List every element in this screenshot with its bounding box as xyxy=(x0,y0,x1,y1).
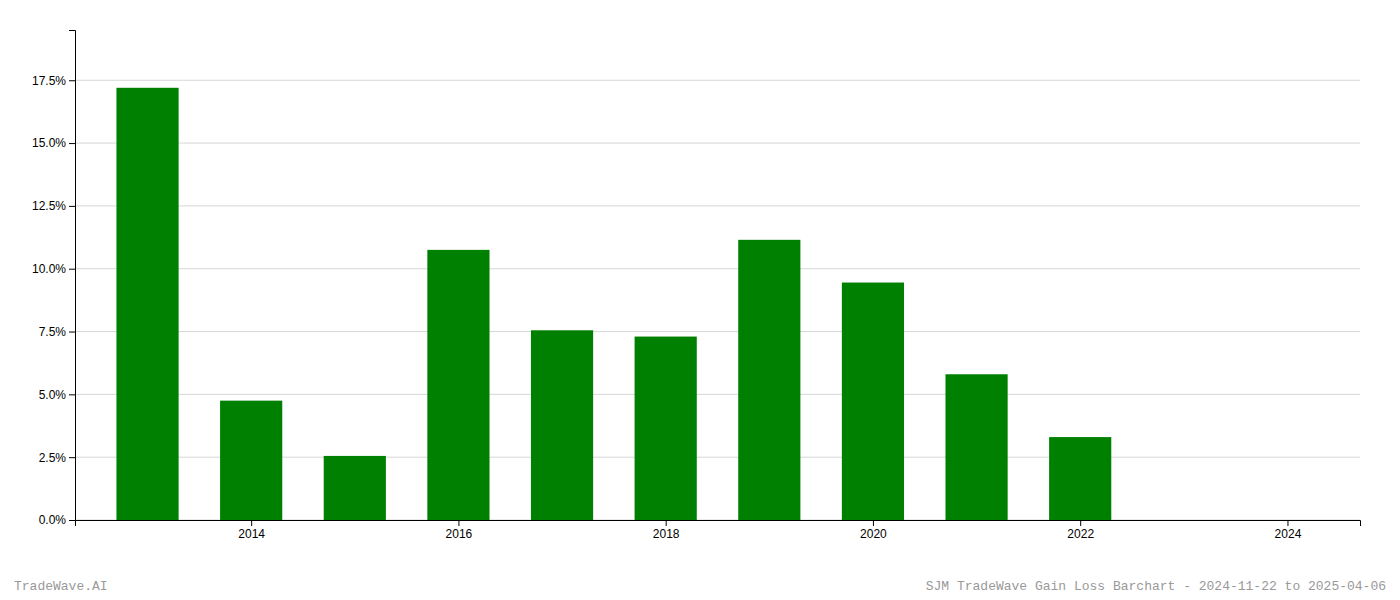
x-tick-mark xyxy=(458,520,459,526)
x-tick: 2020 xyxy=(860,520,887,541)
x-tick-mark xyxy=(1080,520,1081,526)
y-tick-mark xyxy=(69,269,75,270)
x-tick: 2024 xyxy=(1275,520,1302,541)
bar xyxy=(116,88,178,520)
x-tick: 2022 xyxy=(1067,520,1094,541)
x-tick-label: 2016 xyxy=(446,527,473,541)
y-tick-mark xyxy=(69,520,75,521)
x-tick-mark xyxy=(873,520,874,526)
plot: 0.0% 2.5% 5.0% 7.5% 10.0% 12.5% 15.0% 17.5% 2014… xyxy=(32,31,1361,541)
y-tick-label: 17.5% xyxy=(32,74,66,88)
grid xyxy=(75,80,1360,520)
y-tick: 2.5% xyxy=(39,451,75,465)
x-tick: 2018 xyxy=(653,520,680,541)
grid-line xyxy=(75,268,1360,269)
bar xyxy=(738,240,800,520)
grid-line xyxy=(75,205,1360,206)
x-tick-label: 2020 xyxy=(860,527,887,541)
y-axis: 0.0% 2.5% 5.0% 7.5% 10.0% 12.5% 15.0% 17.5% xyxy=(32,31,76,528)
bar xyxy=(324,456,386,520)
grid-line xyxy=(75,331,1360,332)
grid-line xyxy=(75,394,1360,395)
footer-text: SJM TradeWave Gain Loss Barchart - 2024-… xyxy=(926,579,1386,594)
bar xyxy=(531,330,593,520)
grid-line xyxy=(75,143,1360,144)
y-tick-mark xyxy=(69,143,75,144)
bar xyxy=(635,337,697,520)
y-tick: 17.5% xyxy=(32,74,75,88)
x-tick-label: 2018 xyxy=(653,527,680,541)
bars xyxy=(116,88,1111,520)
bar xyxy=(1049,437,1111,520)
bar xyxy=(1153,520,1215,521)
footer: TradeWave.AI SJM TradeWave Gain Loss Barc… xyxy=(14,579,1386,594)
y-tick-label: 15.0% xyxy=(32,136,66,150)
y-axis-line xyxy=(69,31,76,521)
y-tick-label: 12.5% xyxy=(32,199,66,213)
x-tick-label: 2024 xyxy=(1275,527,1302,541)
y-tick-mark xyxy=(69,457,75,458)
bar xyxy=(220,401,282,520)
grid-line xyxy=(75,80,1360,81)
x-tick: 2014 xyxy=(238,520,265,541)
x-tick-mark xyxy=(666,520,667,526)
y-tick-label: 10.0% xyxy=(32,262,66,276)
footer-text: TradeWave.AI xyxy=(14,579,108,594)
x-tick-mark xyxy=(251,520,252,526)
y-tick: 7.5% xyxy=(39,325,75,339)
y-tick-mark xyxy=(69,332,75,333)
y-tick: 15.0% xyxy=(32,136,75,150)
x-tick: 2016 xyxy=(446,520,473,541)
bar xyxy=(427,250,489,520)
bar xyxy=(842,283,904,520)
x-tick-label: 2022 xyxy=(1067,527,1094,541)
x-axis: 2014 2016 2018 2020 2022 2024 xyxy=(76,520,1361,541)
y-tick: 0.0% xyxy=(39,513,75,527)
y-tick-label: 5.0% xyxy=(39,388,67,402)
y-tick-mark xyxy=(69,80,75,81)
x-axis-line xyxy=(76,521,1361,527)
y-tick-mark xyxy=(69,206,75,207)
bar xyxy=(945,374,1007,520)
y-tick-label: 0.0% xyxy=(39,513,67,527)
x-tick-label: 2014 xyxy=(238,527,265,541)
chart: 0.0% 2.5% 5.0% 7.5% 10.0% 12.5% 15.0% 17.5% 2014… xyxy=(0,0,1400,600)
y-tick: 12.5% xyxy=(32,199,75,213)
y-tick: 5.0% xyxy=(39,388,75,402)
y-tick-label: 7.5% xyxy=(39,325,67,339)
y-tick-mark xyxy=(69,394,75,395)
x-tick-mark xyxy=(1287,520,1288,526)
y-tick: 10.0% xyxy=(32,262,75,276)
y-tick-label: 2.5% xyxy=(39,451,67,465)
